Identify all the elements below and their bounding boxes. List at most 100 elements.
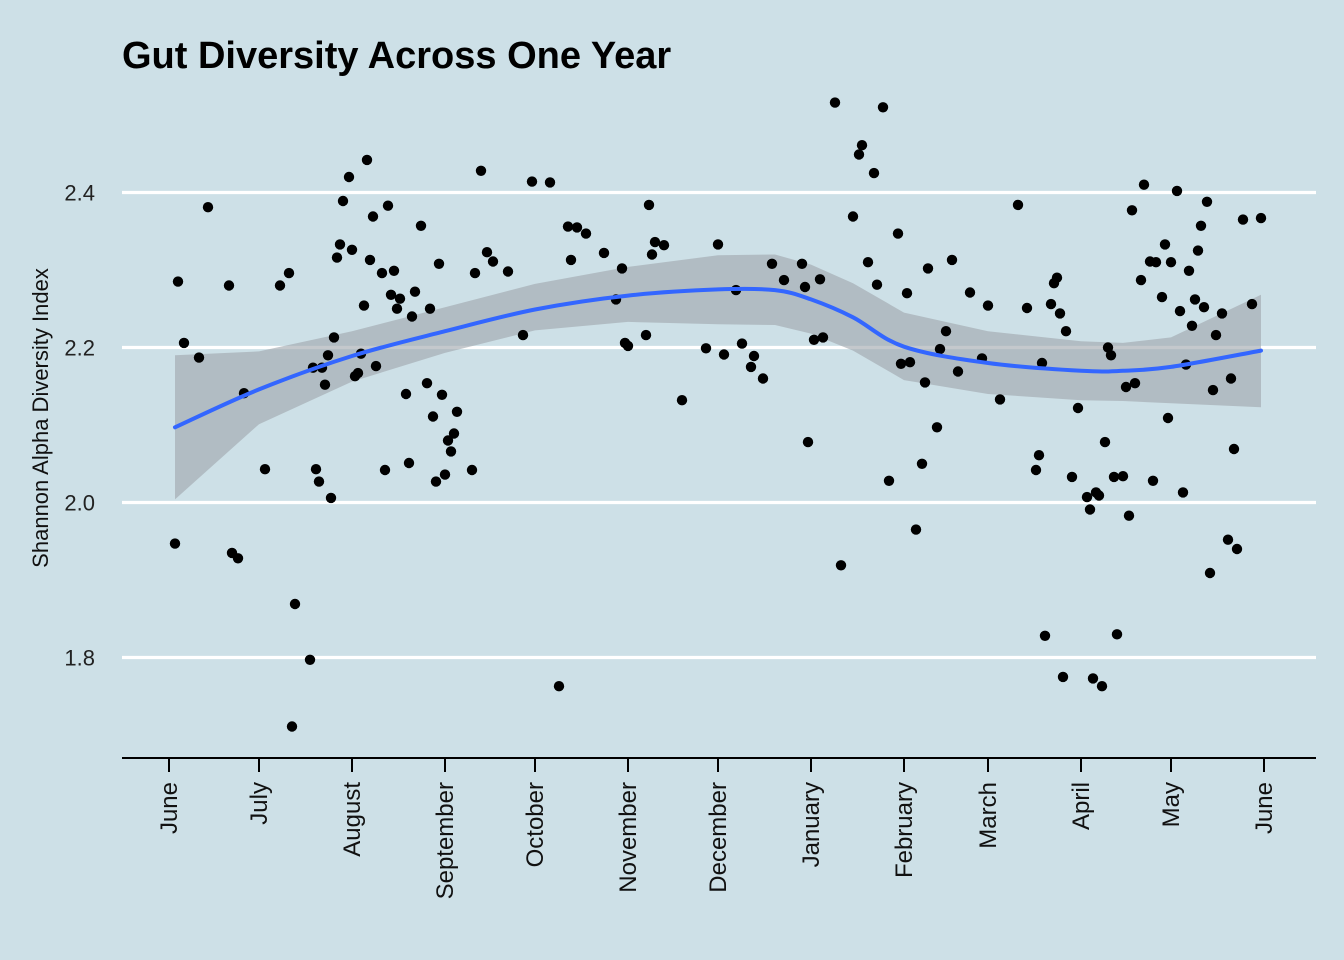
- data-point: [544, 177, 556, 188]
- data-point: [1156, 291, 1168, 303]
- data-point: [202, 202, 214, 213]
- data-point: [676, 395, 688, 406]
- data-point: [325, 492, 337, 504]
- data-point: [616, 263, 628, 274]
- data-point: [385, 289, 397, 300]
- data-point: [718, 349, 730, 360]
- confidence-band: [175, 254, 1261, 500]
- data-point: [895, 358, 907, 369]
- data-point: [916, 458, 928, 469]
- data-point: [964, 287, 976, 298]
- data-point: [571, 222, 583, 233]
- data-point: [1204, 567, 1216, 579]
- data-point: [1183, 265, 1195, 276]
- data-point: [1051, 272, 1063, 283]
- data-point: [1129, 378, 1141, 389]
- data-point: [424, 303, 436, 314]
- confidence-band-group: [175, 254, 1261, 500]
- data-point: [352, 367, 364, 379]
- x-tick-label: April: [1068, 782, 1095, 830]
- data-point: [487, 256, 499, 267]
- data-point: [1126, 205, 1138, 216]
- data-point: [172, 276, 184, 287]
- data-point: [319, 379, 331, 390]
- data-point: [1021, 302, 1033, 314]
- data-point: [868, 167, 880, 179]
- data-point: [901, 288, 913, 299]
- y-tick-label: 1.8: [64, 646, 95, 671]
- data-point: [1060, 326, 1072, 337]
- data-point: [1045, 298, 1057, 310]
- data-point: [1174, 305, 1186, 317]
- data-point: [922, 263, 934, 274]
- x-tick-label: January: [798, 782, 825, 867]
- data-point: [433, 258, 445, 269]
- data-point: [178, 337, 190, 349]
- data-point: [835, 560, 847, 571]
- data-point: [388, 265, 400, 276]
- data-point: [910, 524, 922, 535]
- data-point: [358, 300, 370, 311]
- x-tick-label: August: [339, 782, 366, 857]
- data-point: [259, 464, 271, 475]
- x-tick-label: July: [246, 782, 273, 825]
- data-point: [1087, 673, 1099, 684]
- data-point: [952, 366, 964, 377]
- data-point: [481, 247, 493, 258]
- data-point: [1162, 412, 1174, 424]
- data-point: [934, 343, 946, 355]
- data-point: [469, 267, 481, 279]
- data-point: [580, 228, 592, 239]
- data-point: [1066, 471, 1078, 483]
- data-point: [289, 598, 301, 610]
- data-point: [1165, 257, 1177, 268]
- data-points: [169, 97, 1267, 732]
- data-point: [328, 332, 340, 343]
- data-point: [331, 252, 343, 263]
- y-tick-label: 2.0: [64, 491, 95, 516]
- data-point: [274, 280, 286, 291]
- data-point: [1138, 179, 1150, 190]
- data-point: [1186, 320, 1198, 331]
- data-point: [643, 199, 655, 211]
- x-tick-label: October: [522, 782, 549, 867]
- data-point: [1150, 257, 1162, 268]
- data-point: [553, 681, 565, 692]
- data-point: [451, 406, 463, 417]
- x-axis: June July August September October November De…: [122, 757, 1316, 899]
- data-point: [736, 338, 748, 349]
- data-point: [421, 378, 433, 389]
- data-point: [475, 165, 487, 176]
- data-point: [334, 239, 346, 250]
- data-point: [1030, 464, 1042, 476]
- data-point: [700, 343, 712, 354]
- data-point: [877, 102, 889, 113]
- data-point: [346, 244, 358, 255]
- x-tick-label: September: [432, 782, 459, 899]
- data-point: [370, 360, 382, 372]
- data-point: [640, 329, 652, 341]
- data-point: [439, 469, 451, 480]
- data-point: [814, 274, 826, 285]
- data-point: [322, 350, 334, 361]
- data-point: [994, 394, 1006, 405]
- data-point: [415, 220, 427, 231]
- data-point: [1159, 239, 1171, 250]
- data-point: [1108, 471, 1120, 483]
- data-point: [367, 211, 379, 222]
- data-point: [919, 377, 931, 388]
- data-point: [1120, 381, 1132, 393]
- data-point: [376, 267, 388, 279]
- data-point: [1111, 629, 1123, 640]
- smooth-line-group: [173, 286, 1263, 430]
- data-point: [232, 553, 244, 564]
- data-point: [778, 274, 790, 286]
- x-tick-label: November: [615, 782, 642, 893]
- data-point: [448, 428, 460, 439]
- data-point: [883, 475, 895, 486]
- data-point: [1246, 298, 1258, 310]
- data-point: [904, 357, 916, 368]
- data-point: [982, 300, 994, 311]
- data-point: [1054, 308, 1066, 319]
- data-point: [649, 236, 661, 248]
